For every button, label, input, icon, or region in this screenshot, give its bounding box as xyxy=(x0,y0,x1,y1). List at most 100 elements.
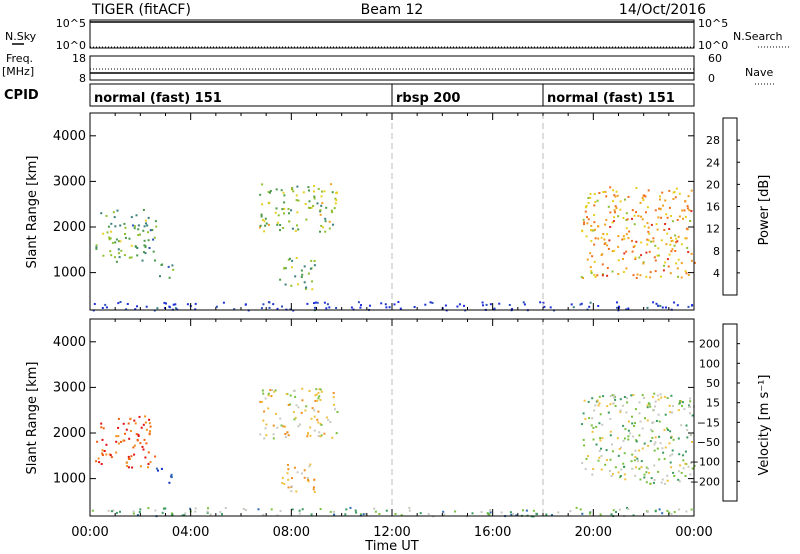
freq-left-tick-bottom: 8 xyxy=(79,72,86,85)
heatmap-cell xyxy=(324,217,327,220)
heatmap-cell xyxy=(610,513,613,516)
heatmap-cell xyxy=(597,225,599,228)
heatmap-cell xyxy=(634,422,636,425)
heatmap-cell xyxy=(612,509,615,512)
heatmap-cell xyxy=(672,471,675,474)
heatmap-cell xyxy=(612,200,614,203)
heatmap-cell xyxy=(591,473,594,476)
heatmap-cell xyxy=(610,475,613,477)
heatmap-cell xyxy=(680,471,683,474)
heatmap-cell xyxy=(100,463,103,465)
heatmap-cell xyxy=(594,275,597,278)
heatmap-cell xyxy=(101,438,104,441)
station-title: TIGER (fitACF) xyxy=(91,2,191,18)
heatmap-cell xyxy=(125,308,128,311)
heatmap-cell xyxy=(349,506,352,509)
heatmap-cell xyxy=(110,456,113,459)
heatmap-cell xyxy=(663,264,666,267)
heatmap-cell xyxy=(627,307,630,310)
heatmap-cell xyxy=(103,450,106,452)
heatmap-cell xyxy=(132,446,135,449)
heatmap-cell xyxy=(135,214,138,217)
power-panel-frame xyxy=(89,112,695,311)
heatmap-cell xyxy=(408,506,411,509)
heatmap-cell xyxy=(570,303,573,306)
heatmap-cell xyxy=(167,265,170,268)
heatmap-cell xyxy=(671,411,674,414)
heatmap-cell xyxy=(670,436,672,439)
heatmap-cell xyxy=(124,236,127,239)
heatmap-cell xyxy=(508,304,511,306)
heatmap-cell xyxy=(369,304,371,307)
heatmap-cell xyxy=(314,306,316,309)
heatmap-cell xyxy=(616,301,618,304)
colorbar-tick-label: 100 xyxy=(699,357,720,370)
heatmap-cell xyxy=(599,513,602,516)
noise-left-tick-bottom: 10^0 xyxy=(56,39,86,52)
heatmap-cell xyxy=(100,426,103,429)
heatmap-cell xyxy=(144,456,147,459)
heatmap-cell xyxy=(612,402,615,405)
heatmap-cell xyxy=(690,462,693,464)
heatmap-cell xyxy=(660,216,663,219)
heatmap-cell xyxy=(321,202,324,205)
heatmap-cell xyxy=(597,237,600,240)
heatmap-cell xyxy=(569,510,572,513)
heatmap-cell xyxy=(313,415,316,418)
heatmap-cell xyxy=(311,407,314,410)
heatmap-cell xyxy=(279,229,281,232)
heatmap-cell xyxy=(649,271,652,274)
heatmap-cell xyxy=(680,424,683,427)
heatmap-cell xyxy=(619,200,622,203)
heatmap-cell xyxy=(642,262,645,265)
heatmap-cell xyxy=(102,254,105,257)
heatmap-cell xyxy=(669,461,672,464)
heatmap-cell xyxy=(678,215,681,218)
heatmap-cell xyxy=(592,468,595,470)
heatmap-cell xyxy=(629,432,632,435)
heatmap-cell xyxy=(304,203,307,205)
heatmap-cell xyxy=(687,251,690,253)
heatmap-cell xyxy=(319,388,322,391)
heatmap-cell xyxy=(638,434,641,437)
heatmap-cell xyxy=(132,510,135,513)
heatmap-cell xyxy=(95,244,98,247)
heatmap-cell xyxy=(590,424,593,427)
heatmap-cell xyxy=(306,435,309,438)
heatmap-cell xyxy=(625,219,628,221)
heatmap-cell xyxy=(632,274,635,277)
heatmap-cell xyxy=(316,418,319,421)
heatmap-cell xyxy=(687,305,690,308)
freq-label: Freq. xyxy=(6,52,33,65)
heatmap-cell xyxy=(300,269,303,272)
heatmap-cell xyxy=(274,389,277,392)
velocity-colorbar-label: Velocity [m s⁻¹] xyxy=(757,375,772,476)
freq-panel-frame xyxy=(89,55,695,81)
heatmap-cell xyxy=(607,205,610,208)
heatmap-cell xyxy=(291,477,293,480)
heatmap-cell xyxy=(663,482,666,485)
heatmap-cell xyxy=(284,267,287,270)
noise-right-tick-bottom: 10^0 xyxy=(698,39,728,52)
heatmap-cell xyxy=(625,267,628,270)
noise-left-tick-top: 10^5 xyxy=(56,17,86,30)
heatmap-cell xyxy=(638,467,641,470)
heatmap-cell xyxy=(155,467,158,470)
heatmap-cell xyxy=(653,392,656,395)
heatmap-cell xyxy=(456,305,459,308)
heatmap-cell xyxy=(262,392,265,395)
heatmap-cell xyxy=(598,456,601,459)
heatmap-cell xyxy=(310,206,313,209)
heatmap-cell xyxy=(615,207,618,210)
heatmap-cell xyxy=(586,216,588,219)
heatmap-cell xyxy=(682,467,685,470)
heatmap-cell xyxy=(331,436,334,439)
heatmap-cell xyxy=(656,394,659,397)
heatmap-cell xyxy=(261,389,264,392)
heatmap-cell xyxy=(233,308,236,311)
time-axis-label: Time UT xyxy=(364,539,418,554)
heatmap-cell xyxy=(289,394,292,397)
heatmap-cell xyxy=(104,303,107,306)
heatmap-cell xyxy=(319,230,321,233)
heatmap-cell xyxy=(313,409,316,412)
